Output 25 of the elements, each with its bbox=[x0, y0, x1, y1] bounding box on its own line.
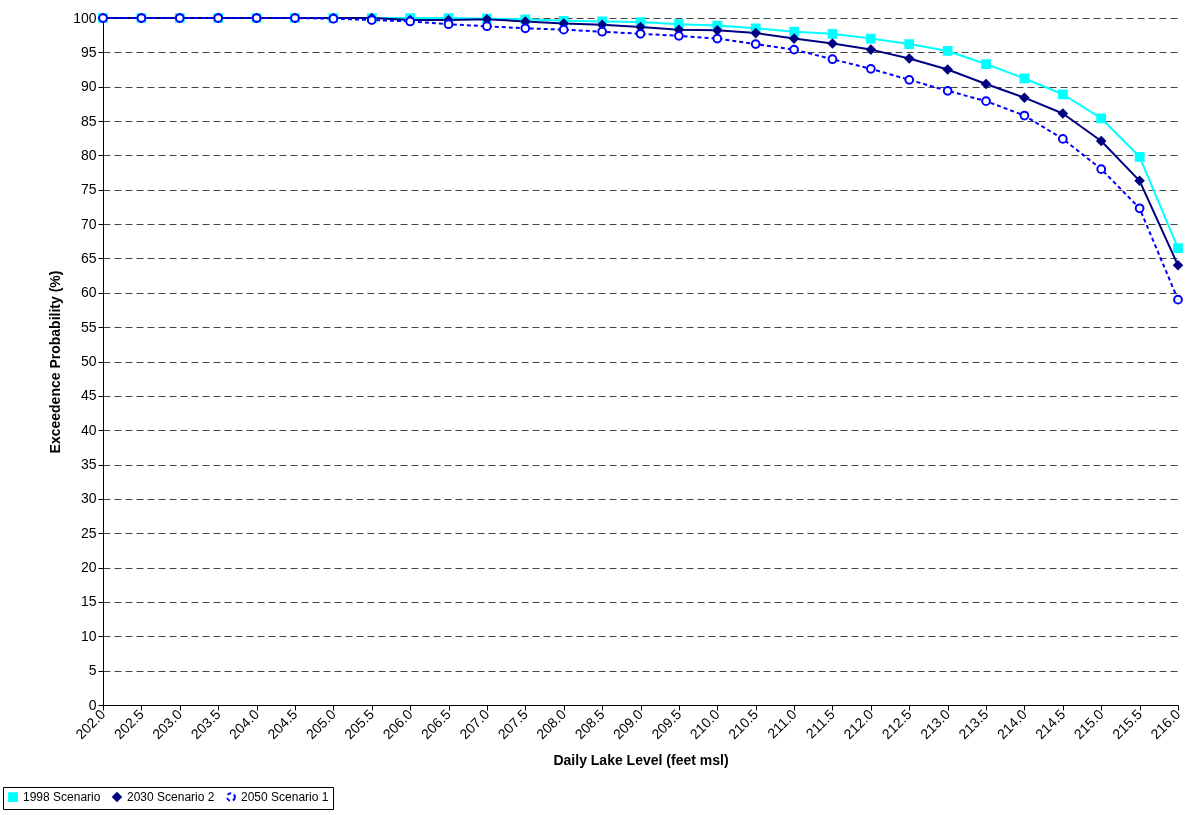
y-tick-label: 20 bbox=[80, 559, 97, 576]
y-tick-label: 25 bbox=[80, 524, 97, 541]
y-tick-label: 85 bbox=[80, 112, 97, 129]
y-tick-label: 55 bbox=[80, 318, 97, 335]
y-tick-label: 35 bbox=[80, 456, 97, 473]
legend-label: 2030 Scenario 2 bbox=[127, 790, 215, 805]
y-tick-label: 15 bbox=[80, 593, 97, 610]
y-tick-label: 45 bbox=[80, 387, 97, 404]
y-tick-label: 40 bbox=[80, 421, 97, 438]
y-tick-label: 10 bbox=[80, 627, 97, 644]
legend-label: 2050 Scenario 1 bbox=[241, 790, 329, 805]
y-axis-title: Exceedence Probability (%) bbox=[47, 270, 64, 454]
y-tick-label: 80 bbox=[80, 146, 97, 163]
y-tick-label: 50 bbox=[80, 353, 97, 369]
y-tick-label: 5 bbox=[88, 662, 97, 679]
y-tick-label: 75 bbox=[80, 181, 97, 198]
y-tick-label: 60 bbox=[80, 284, 97, 301]
y-tick-label: 70 bbox=[80, 215, 97, 232]
legend-label: 1998 Scenario bbox=[23, 790, 101, 805]
y-tick-label: 95 bbox=[80, 43, 97, 60]
y-tick-label: 30 bbox=[80, 490, 97, 507]
y-tick-label: 90 bbox=[80, 78, 97, 95]
x-axis-title: Daily Lake Level (feet msl) bbox=[553, 752, 729, 769]
y-tick-label: 65 bbox=[80, 249, 97, 266]
y-tick-label: 100 bbox=[73, 9, 97, 26]
